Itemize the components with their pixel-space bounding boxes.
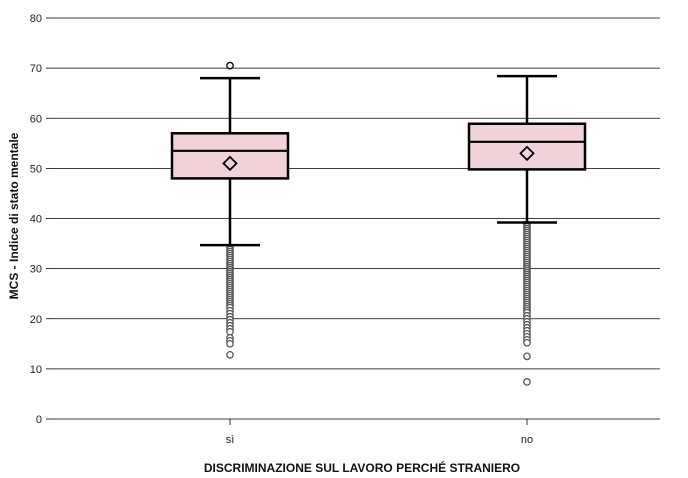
box-series — [170, 61, 587, 386]
x-tick-label: sì — [226, 434, 235, 446]
outlier-point — [523, 378, 531, 386]
mean-marker — [222, 155, 238, 172]
mean-marker — [519, 145, 535, 162]
outlier-point — [226, 350, 234, 359]
y-tick-label: 60 — [30, 113, 42, 125]
y-tick-label: 30 — [30, 264, 42, 276]
outlier-point — [523, 338, 531, 347]
y-tick-label: 40 — [30, 214, 42, 226]
x-axis-ticks: sì no — [226, 419, 533, 446]
y-axis-title: MCS - Indice di stato mentale — [7, 132, 21, 299]
outlier-point — [523, 352, 531, 361]
y-tick-label: 10 — [30, 364, 42, 376]
x-tick-label: no — [521, 434, 533, 446]
x-axis-title: DISCRIMINAZIONE SUL LAVORO PERCHÉ STRANI… — [204, 460, 520, 475]
gridlines — [52, 17, 660, 420]
y-tick-label: 0 — [36, 414, 42, 426]
y-axis-ticks: 0 10 20 30 40 50 60 70 80 — [30, 13, 52, 426]
y-tick-label: 50 — [30, 163, 42, 175]
box-group-no — [467, 74, 587, 386]
y-tick-label: 80 — [30, 13, 42, 25]
y-tick-label: 70 — [30, 63, 42, 75]
box-group-si — [170, 61, 290, 359]
y-tick-label: 20 — [30, 314, 42, 326]
outlier-point — [226, 339, 234, 348]
outlier-point — [226, 61, 234, 70]
